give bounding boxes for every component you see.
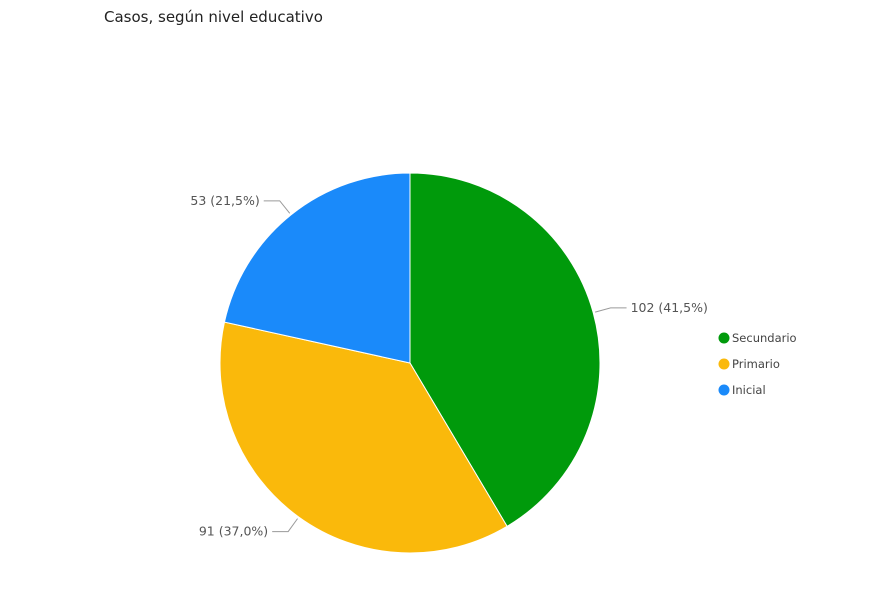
slice-label-primario: 91 (37,0%) [199,524,268,539]
slice-labels: 102 (41,5%) 91 (37,0%) 53 (21,5%) [190,193,707,539]
legend-item-primario[interactable]: Primario [718,357,780,371]
legend-item-secundario[interactable]: Secundario [718,331,797,345]
label-leader-lines [263,200,627,533]
pie-slice-secundario[interactable] [409,172,601,528]
slice-label-secundario: 102 (41,5%) [631,300,708,315]
slice-label-inicial: 53 (21,5%) [190,193,259,208]
pie-slice-inicial[interactable] [223,172,411,364]
legend-label-primario: Primario [732,357,780,371]
pie-slices [219,172,601,554]
legend[interactable]: Secundario Primario Inicial [718,331,797,397]
leader-line-primario [272,518,298,533]
legend-item-inicial[interactable]: Inicial [718,383,766,397]
legend-label-inicial: Inicial [732,383,766,397]
chart-title: Casos, según nivel educativo [104,8,323,26]
leader-line-inicial [263,200,291,214]
pie-slice-primario[interactable] [219,321,508,554]
legend-marker-inicial [718,384,730,396]
legend-marker-primario [718,358,730,370]
leader-line-secundario [595,307,627,313]
legend-marker-secundario [718,332,730,344]
legend-label-secundario: Secundario [732,331,797,345]
